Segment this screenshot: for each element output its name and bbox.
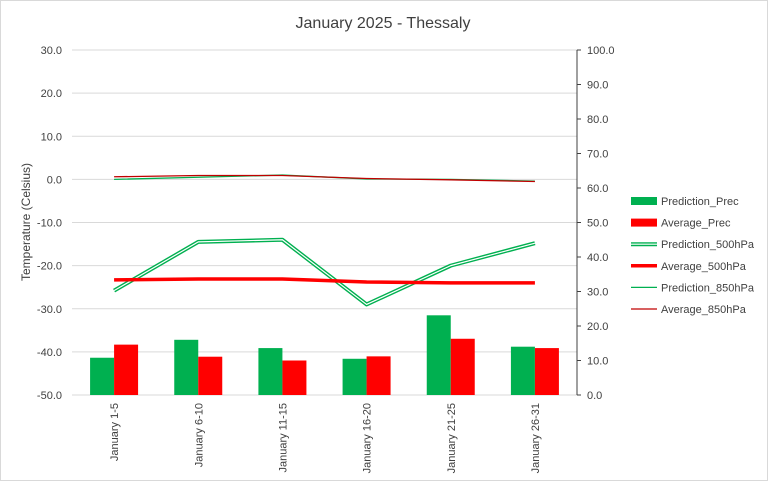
bar-Prediction_Prec <box>258 348 283 395</box>
y2-tick-label: 70.0 <box>587 149 608 161</box>
bar-Average_Prec <box>534 348 559 395</box>
legend-label: Average_850hPa <box>661 304 747 316</box>
x-tick-label: January 1-5 <box>109 403 121 461</box>
x-tick-label: January 26-31 <box>530 403 542 473</box>
bar-Prediction_Prec <box>510 346 535 395</box>
legend-label: Prediction_Prec <box>661 196 739 208</box>
y-tick-label: 10.0 <box>41 131 62 143</box>
y2-tick-label: 60.0 <box>587 183 608 195</box>
legend-label: Prediction_500hPa <box>661 239 755 251</box>
legend-swatch <box>631 218 657 227</box>
bars <box>90 315 559 395</box>
right-axis-ticks: 0.0 10.0 20.0 30.0 40.0 50.0 60.0 70.0 80.0 90.0 1… <box>577 45 615 402</box>
y2-tick-label: 0.0 <box>587 390 602 402</box>
x-axis-ticks: January 1-5 January 6-10 January 11-15 Janu… <box>109 403 542 473</box>
y-tick-label: -10.0 <box>37 218 62 230</box>
legend-label: Average_500hPa <box>661 261 747 273</box>
y-tick-label: -50.0 <box>37 390 62 402</box>
y2-tick-label: 80.0 <box>587 114 608 126</box>
y2-tick-label: 20.0 <box>587 321 608 333</box>
y-tick-label: 20.0 <box>41 88 62 100</box>
y-tick-label: -30.0 <box>37 304 62 316</box>
legend-label: Average_Prec <box>661 218 731 230</box>
x-tick-label: January 11-15 <box>277 403 289 473</box>
y-axis-title: Temperature (Celsius) <box>19 163 33 281</box>
x-tick-label: January 21-25 <box>446 403 458 473</box>
chart-title: January 2025 - Thessaly <box>296 15 471 32</box>
x-tick-label: January 6-10 <box>193 403 205 467</box>
y2-tick-label: 30.0 <box>587 287 608 299</box>
y-tick-label: -40.0 <box>37 347 62 359</box>
bar-Average_Prec <box>114 344 139 395</box>
bar-Average_Prec <box>282 360 307 395</box>
line-Average_850hPa <box>114 174 535 183</box>
bar-Prediction_Prec <box>90 357 115 395</box>
bar-Prediction_Prec <box>174 339 199 395</box>
x-tick-label: January 16-20 <box>362 403 374 473</box>
y2-tick-label: 50.0 <box>587 218 608 230</box>
bar-Average_Prec <box>450 338 475 395</box>
y-tick-label: 30.0 <box>41 45 62 57</box>
bar-Average_Prec <box>198 356 223 395</box>
legend: Prediction_Prec Average_Prec Prediction_50… <box>631 196 755 316</box>
line-Average_500hPa <box>114 277 535 285</box>
y-tick-label: 0.0 <box>47 174 62 186</box>
y2-tick-label: 10.0 <box>587 356 608 368</box>
bar-Average_Prec <box>366 356 391 395</box>
legend-label: Prediction_850hPa <box>661 282 755 294</box>
y2-tick-label: 90.0 <box>587 80 608 92</box>
gridlines <box>72 49 577 396</box>
lines <box>113 174 536 307</box>
y-tick-label: -20.0 <box>37 261 62 273</box>
bar-Prediction_Prec <box>342 358 367 395</box>
left-axis-ticks: -50.0 -40.0 -30.0 -20.0 -10.0 0.0 10.0 20.0 30.0 <box>37 45 62 402</box>
line-Prediction_500hPa-inner <box>113 239 536 306</box>
y2-tick-label: 100.0 <box>587 45 615 57</box>
y2-tick-label: 40.0 <box>587 252 608 264</box>
bar-Prediction_Prec <box>426 315 451 395</box>
legend-swatch <box>631 197 657 205</box>
